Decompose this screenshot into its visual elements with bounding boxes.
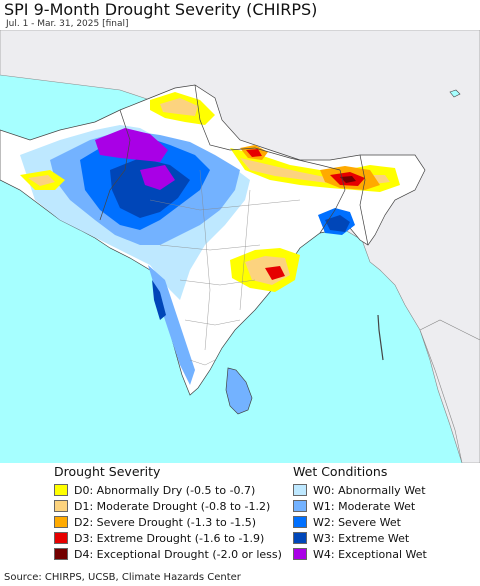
drought-d1-north — [160, 98, 198, 116]
drought-d3-central — [265, 266, 285, 280]
legend-label: D0: Abnormally Dry (-0.5 to -0.7) — [74, 484, 256, 497]
legend-swatch — [293, 516, 307, 528]
andaman-islands — [377, 314, 384, 361]
legend-label: W1: Moderate Wet — [313, 500, 416, 513]
legend-swatch — [293, 548, 307, 560]
legend-label: D2: Severe Drought (-1.3 to -1.5) — [74, 516, 257, 529]
wet-w3-bengal — [325, 215, 350, 232]
wet-w4-spot — [140, 165, 175, 190]
drought-d3-nepal — [246, 149, 262, 157]
sri-lanka — [225, 367, 253, 415]
page-title: SPI 9-Month Drought Severity (CHIRPS) — [4, 0, 318, 19]
lake-marker — [449, 89, 461, 98]
legend: Drought Severity Wet Conditions D0: Abno… — [0, 463, 480, 569]
drought-d4-east — [340, 176, 356, 183]
date-range-subtitle: Jul. 1 - Mar. 31, 2025 [final] — [6, 19, 129, 29]
legend-label: W4: Exceptional Wet — [313, 548, 427, 561]
legend-swatch — [54, 500, 68, 512]
legend-label: W2: Severe Wet — [313, 516, 401, 529]
legend-swatch — [54, 516, 68, 528]
legend-swatch — [54, 484, 68, 496]
source-credit: Source: CHIRPS, UCSB, Climate Hazards Ce… — [4, 572, 241, 583]
legend-label: W0: Abnormally Wet — [313, 484, 426, 497]
legend-swatch — [54, 532, 68, 544]
country-borders — [99, 84, 369, 246]
legend-label: W3: Extreme Wet — [313, 532, 410, 545]
legend-swatch — [293, 532, 307, 544]
legend-label: D3: Extreme Drought (-1.6 to -1.9) — [74, 532, 265, 545]
legend-swatch — [54, 548, 68, 560]
state-borders — [149, 169, 301, 366]
legend-swatch — [293, 500, 307, 512]
wet-w4-region — [95, 128, 168, 162]
wet-w3-west-coast — [152, 280, 166, 320]
wet-legend-heading: Wet Conditions — [293, 464, 388, 479]
legend-label: D4: Exceptional Drought (-2.0 or less) — [74, 548, 282, 561]
legend-label: D1: Moderate Drought (-0.8 to -1.2) — [74, 500, 271, 513]
legend-swatch — [293, 484, 307, 496]
se-asia-land — [419, 319, 480, 463]
drought-d1-west — [28, 175, 55, 186]
drought-legend-heading: Drought Severity — [54, 464, 161, 479]
drought-severity-map — [0, 30, 480, 463]
